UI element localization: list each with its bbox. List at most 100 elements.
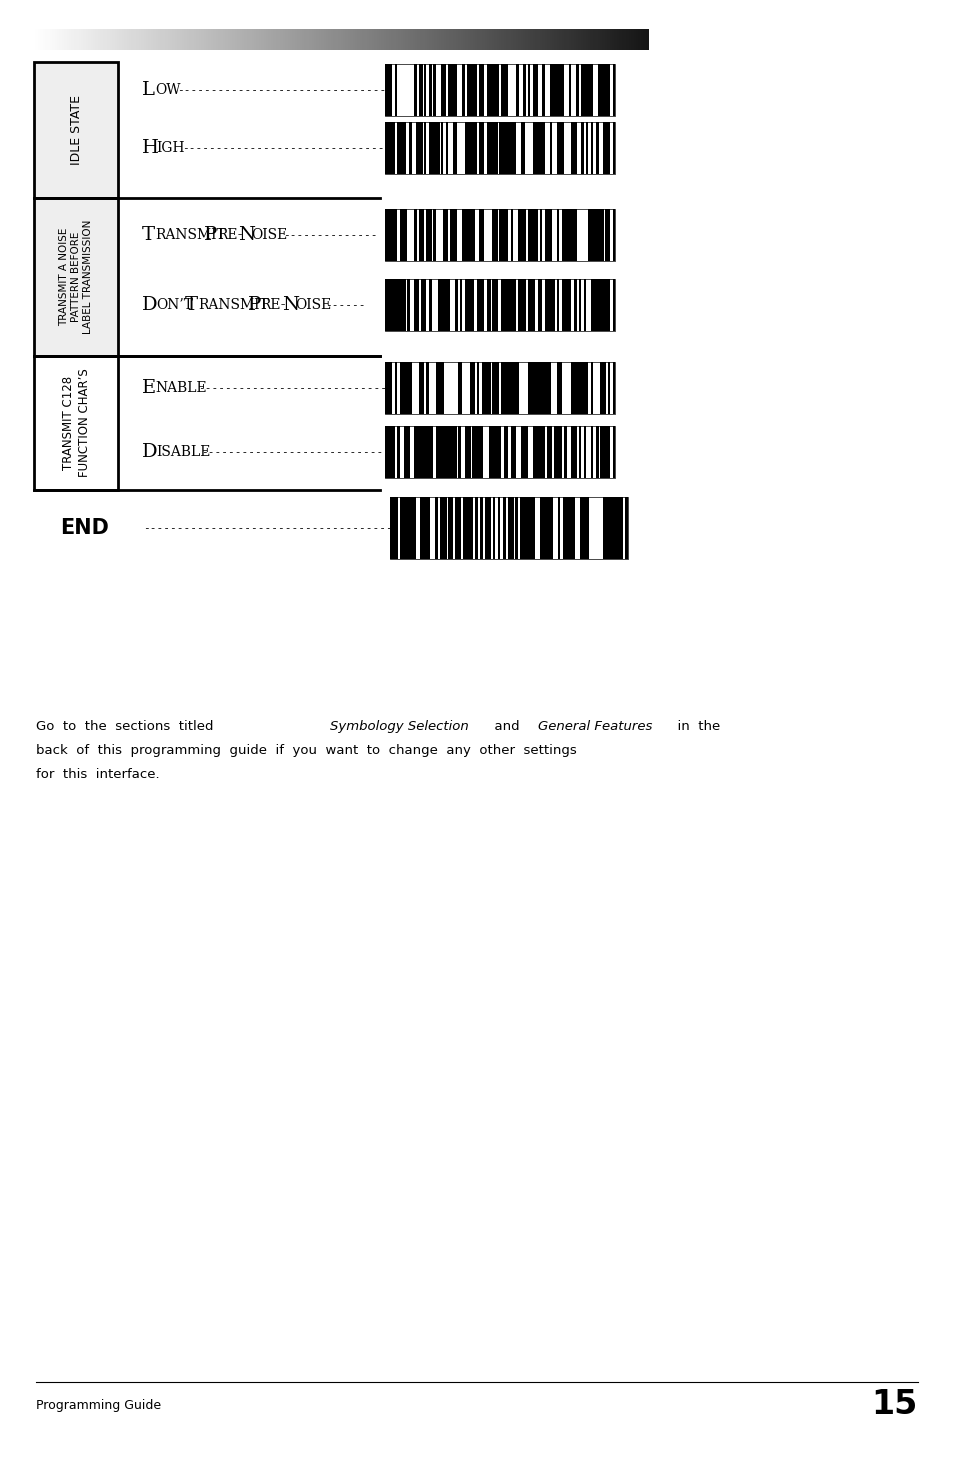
Bar <box>517 209 523 261</box>
Bar <box>418 209 423 261</box>
Bar <box>302 30 305 50</box>
Bar <box>508 30 512 50</box>
Bar <box>602 426 605 478</box>
Bar <box>457 361 460 414</box>
Text: Go  to  the  sections  titled: Go to the sections titled <box>36 720 222 733</box>
Bar <box>484 30 488 50</box>
Bar <box>239 30 243 50</box>
Bar <box>590 30 593 50</box>
Text: RANSMIT: RANSMIT <box>198 298 269 313</box>
Bar <box>578 426 580 478</box>
Bar <box>503 122 507 174</box>
Text: 15: 15 <box>871 1388 917 1422</box>
Bar <box>376 30 379 50</box>
Bar <box>503 279 507 330</box>
Bar <box>607 361 610 414</box>
Bar <box>479 63 482 117</box>
Bar <box>446 30 449 50</box>
Bar <box>290 30 294 50</box>
Text: TRANSMIT A NOISE
PATTERN BEFORE
LABEL TRANSMISSION: TRANSMIT A NOISE PATTERN BEFORE LABEL TR… <box>58 220 93 335</box>
Bar <box>184 30 188 50</box>
Bar <box>455 497 457 559</box>
Bar <box>428 209 432 261</box>
Bar <box>602 361 605 414</box>
Bar <box>309 30 313 50</box>
Bar <box>511 361 513 414</box>
Text: ----------------------------------: ---------------------------------- <box>177 86 407 94</box>
Bar <box>487 30 490 50</box>
Bar <box>580 63 583 117</box>
Bar <box>412 497 416 559</box>
Bar <box>81 30 85 50</box>
Bar <box>479 497 483 559</box>
Bar <box>242 30 245 50</box>
Bar <box>453 426 456 478</box>
Bar <box>261 30 264 50</box>
Bar <box>519 497 522 559</box>
Bar <box>565 497 569 559</box>
Bar <box>561 63 563 117</box>
Bar <box>522 209 526 261</box>
Bar <box>626 30 629 50</box>
Bar <box>615 497 618 559</box>
Bar <box>367 30 370 50</box>
Bar <box>612 361 615 414</box>
Bar <box>203 30 207 50</box>
Bar <box>467 279 469 330</box>
Bar <box>237 30 240 50</box>
Bar <box>576 361 578 414</box>
Bar <box>562 497 565 559</box>
Bar <box>544 209 550 261</box>
Bar <box>445 279 448 330</box>
Text: OISE: OISE <box>252 229 288 242</box>
Text: --------------: -------------- <box>283 230 377 240</box>
Bar <box>40 30 44 50</box>
Bar <box>448 30 452 50</box>
Bar <box>442 279 446 330</box>
Text: H: H <box>142 139 159 156</box>
Bar <box>393 30 396 50</box>
Text: OISE: OISE <box>294 298 331 313</box>
Bar <box>34 198 118 355</box>
Bar <box>256 30 259 50</box>
Bar <box>48 30 51 50</box>
Text: T: T <box>142 226 155 243</box>
Bar <box>177 30 180 50</box>
Bar <box>517 30 521 50</box>
Bar <box>469 279 474 330</box>
Bar <box>542 426 544 478</box>
Bar <box>421 426 424 478</box>
Bar <box>143 30 147 50</box>
Bar <box>599 209 602 261</box>
Bar <box>557 279 558 330</box>
Text: -------------------------------: ------------------------------- <box>198 384 407 392</box>
Bar <box>414 426 416 478</box>
Bar <box>433 63 436 117</box>
Bar <box>592 30 596 50</box>
Bar <box>552 279 555 330</box>
Bar <box>609 30 613 50</box>
Bar <box>539 30 542 50</box>
Bar <box>593 279 595 330</box>
Bar <box>535 30 537 50</box>
Bar <box>423 63 426 117</box>
Bar <box>385 279 615 330</box>
Bar <box>557 122 558 174</box>
Bar <box>316 30 319 50</box>
Bar <box>328 30 332 50</box>
Bar <box>497 30 499 50</box>
Bar <box>234 30 238 50</box>
Bar <box>93 30 96 50</box>
Bar <box>362 30 365 50</box>
Bar <box>383 30 387 50</box>
Bar <box>491 122 497 174</box>
Bar <box>571 361 577 414</box>
Bar <box>189 30 193 50</box>
Bar <box>38 30 41 50</box>
Bar <box>304 30 308 50</box>
Bar <box>525 426 527 478</box>
Bar <box>513 426 516 478</box>
Bar <box>557 426 558 478</box>
Text: RE-: RE- <box>260 298 286 313</box>
Bar <box>187 30 190 50</box>
